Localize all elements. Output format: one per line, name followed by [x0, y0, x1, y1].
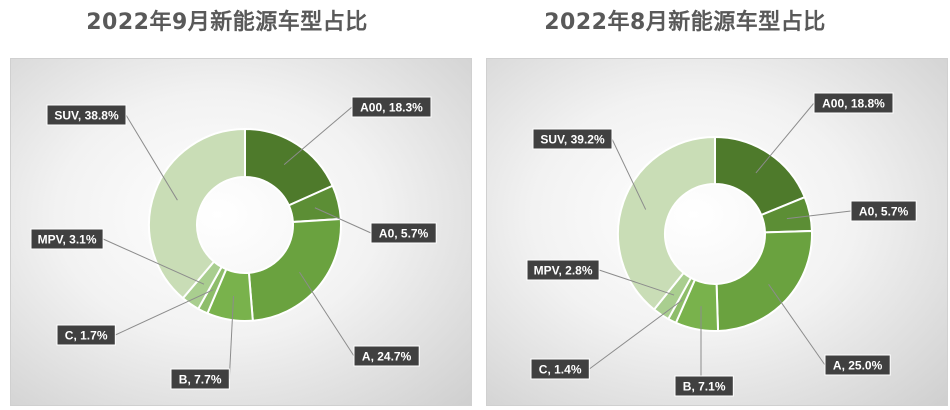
data-label-box [532, 128, 613, 150]
chart-panel-aug: A00, 18.8% A0, 5.7% A, 25.0% B, 7.1% C, 1.4%… [486, 58, 948, 406]
chart-panel-sep: A00, 18.3% A0, 5.7% A, 24.7% B, 7.7% C, 1.7%… [10, 58, 472, 406]
data-label: C, 1.7% [65, 329, 108, 343]
slice-a [715, 229, 813, 332]
leader-line [755, 102, 815, 174]
leader-line [115, 289, 214, 336]
data-label-box [526, 259, 600, 281]
data-label-box [370, 222, 437, 244]
data-label: A00, 18.8% [822, 97, 885, 111]
leader-line [228, 296, 235, 380]
data-label: SUV, 38.8% [54, 109, 119, 123]
data-label-box [530, 358, 590, 380]
leader-line [125, 114, 178, 201]
leader-line [283, 106, 353, 165]
leader-line [102, 238, 205, 285]
leader-line [768, 284, 826, 366]
data-label: MPV, 3.1% [38, 233, 97, 247]
slice-suv [148, 127, 246, 300]
data-label: A0, 5.7% [859, 205, 909, 219]
data-label: A0, 5.7% [379, 227, 429, 241]
doughnut-chart-sep: A00, 18.3% A0, 5.7% A, 24.7% B, 7.7% C, 1.7%… [30, 96, 437, 390]
leader-line [611, 138, 647, 210]
data-label: A, 24.7% [362, 350, 412, 364]
data-label: MPV, 2.8% [534, 264, 593, 278]
data-label: A00, 18.3% [360, 101, 423, 115]
data-label-box [674, 375, 734, 397]
data-label-box [850, 200, 917, 222]
data-label-box [56, 324, 116, 346]
leader-line [314, 207, 372, 234]
chart-title-aug: 2022年8月新能源车型占比 [544, 10, 826, 35]
data-label-box [813, 92, 894, 114]
leader-line [598, 269, 675, 296]
data-label: B, 7.7% [179, 373, 222, 387]
data-label-box [351, 96, 432, 118]
leader-line [786, 210, 852, 220]
leader-line [299, 271, 355, 357]
leader-line [589, 299, 683, 370]
data-label: SUV, 39.2% [540, 133, 605, 147]
slice-a [247, 217, 342, 322]
chart-title-sep: 2022年9月新能源车型占比 [86, 10, 368, 35]
data-label: C, 1.4% [539, 363, 582, 377]
data-label-box [46, 104, 127, 126]
doughnut-chart-aug: A00, 18.8% A0, 5.7% A, 25.0% B, 7.1% C, 1.4%… [526, 92, 917, 397]
data-label: A, 25.0% [833, 359, 883, 373]
data-label: B, 7.1% [683, 380, 726, 394]
data-label-box [170, 368, 230, 390]
data-label-box [353, 345, 420, 367]
data-label-box [30, 228, 104, 250]
slice-suv [617, 135, 716, 311]
data-label-box [824, 354, 891, 376]
